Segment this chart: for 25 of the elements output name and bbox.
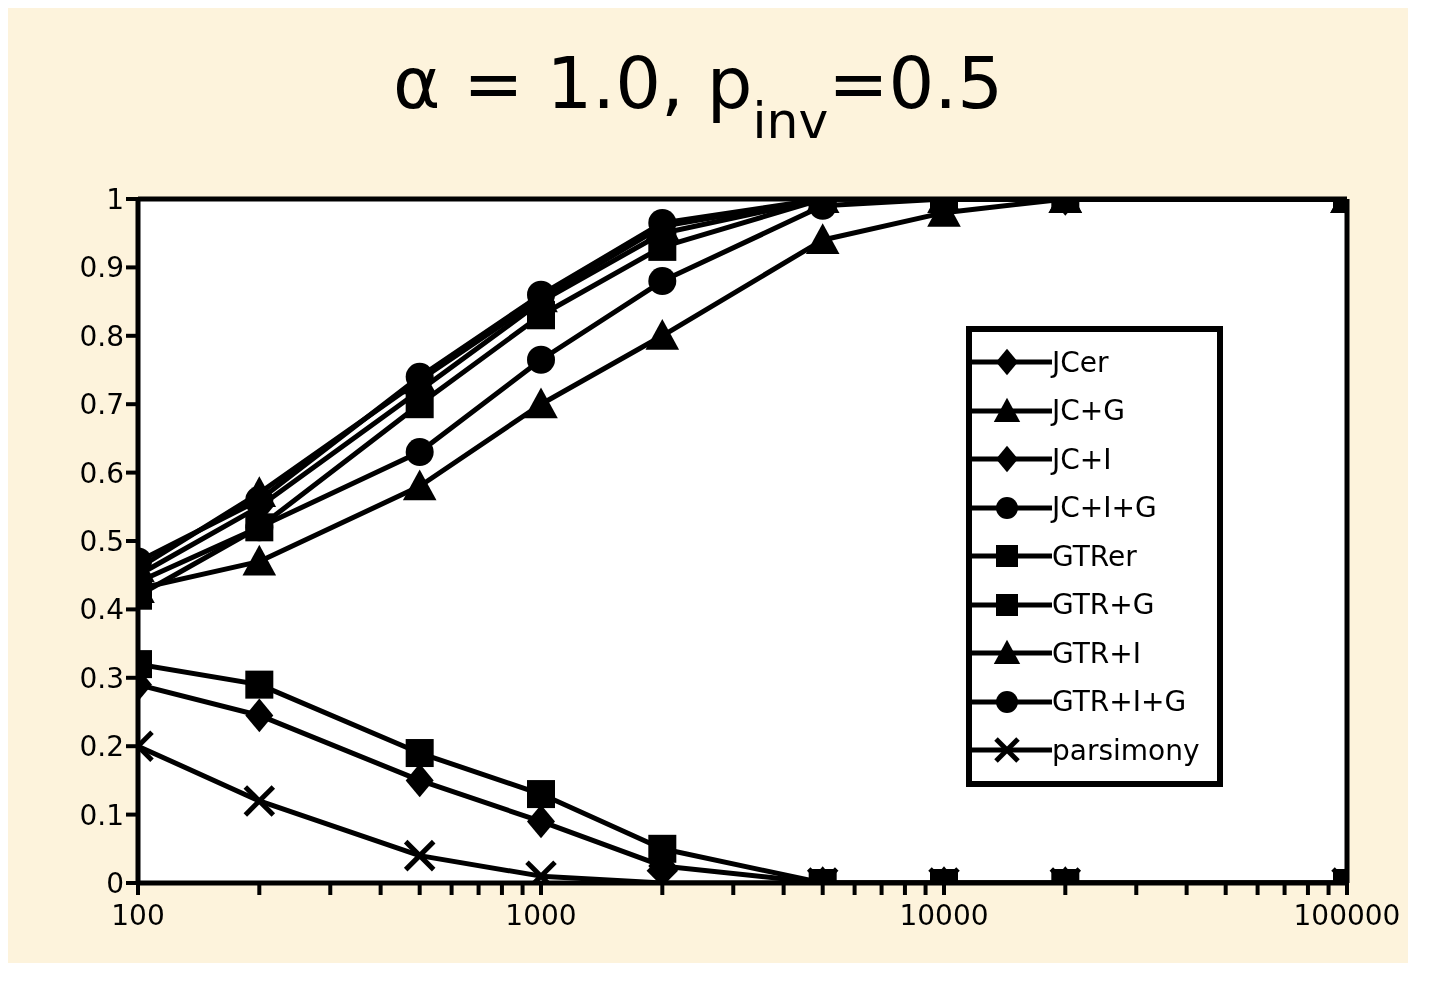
y-tick-label: 0.5 xyxy=(79,524,124,558)
x-tick-label: 1000 xyxy=(505,899,577,932)
legend-label: JC+I+G xyxy=(1052,491,1157,525)
y-tick-label: 0.1 xyxy=(79,798,124,832)
legend-label: GTR+I+G xyxy=(1052,685,1187,719)
legend-label: JCer xyxy=(1052,345,1109,379)
y-tick-label: 0.4 xyxy=(79,593,124,627)
legend-label: GTRer xyxy=(1052,539,1137,573)
y-tick-label: 0.9 xyxy=(79,251,124,285)
x-tick-label: 100000 xyxy=(1293,899,1401,932)
legend-label: GTR+I xyxy=(1052,636,1141,670)
x-tick-label: 10000 xyxy=(899,899,989,932)
legend-label: GTR+G xyxy=(1052,588,1155,622)
legend-label: JC+I xyxy=(1052,442,1112,476)
y-tick-label: 0 xyxy=(106,866,124,900)
chart-title: α = 1.0, p$_{inv}$=0.5 xyxy=(392,41,1004,150)
x-tick-label: 100 xyxy=(111,899,165,932)
y-tick-label: 0.2 xyxy=(79,730,124,764)
y-tick-label: 0.7 xyxy=(79,388,124,422)
y-tick-label: 0.6 xyxy=(79,456,124,490)
y-tick-label: 0.3 xyxy=(79,661,124,695)
y-tick-label: 0.8 xyxy=(79,319,124,353)
legend-label: JC+G xyxy=(1052,394,1125,428)
y-tick-label: 1 xyxy=(106,182,124,216)
legend-label: parsimony xyxy=(1052,733,1200,767)
